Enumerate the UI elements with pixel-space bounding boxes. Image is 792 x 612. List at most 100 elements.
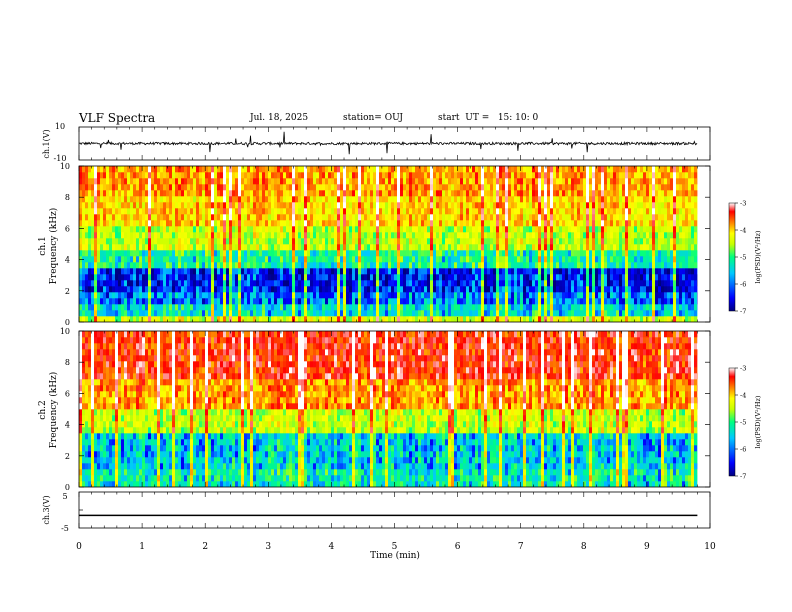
spectrogram-cell	[313, 274, 317, 281]
spectrogram-cell	[511, 196, 515, 203]
spectrogram-cell	[379, 274, 383, 281]
spectrogram-cell	[124, 262, 128, 269]
spectrogram-cell	[619, 244, 623, 251]
spectrogram-cell	[601, 208, 605, 215]
spectrogram-cell	[301, 262, 305, 269]
spectrogram-cell	[442, 244, 446, 251]
spectrogram-cell	[580, 256, 584, 263]
spectrogram-cell	[292, 268, 296, 275]
spectrogram-cell	[487, 220, 491, 227]
spectrogram-cell	[577, 310, 581, 317]
spectrogram-cell	[232, 214, 236, 221]
spectrogram-cell	[538, 292, 542, 299]
spectrogram-cell	[562, 208, 566, 215]
spectrogram-cell	[241, 316, 245, 322]
spectrogram-cell	[652, 196, 656, 203]
spectrogram-cell	[364, 166, 368, 173]
spectrogram-cell	[412, 178, 416, 185]
spectrogram-cell	[328, 244, 332, 251]
spectrogram-cell	[367, 220, 371, 227]
spectrogram-cell	[403, 292, 407, 299]
spectrogram-cell	[553, 304, 557, 311]
spectrogram-cell	[97, 214, 101, 221]
spectrogram-cell	[292, 220, 296, 227]
spectrogram-cell	[196, 196, 200, 203]
spectrogram-cell	[460, 226, 464, 233]
spectrogram-cell	[316, 280, 320, 287]
spectrogram-cell	[403, 184, 407, 191]
spectrogram-cell	[136, 178, 140, 185]
spectrogram-cell	[415, 292, 419, 299]
spectrogram-cell	[646, 178, 650, 185]
spectrogram-cell	[556, 220, 560, 227]
spectrogram-cell	[232, 256, 236, 263]
spectrogram-cell	[625, 292, 629, 299]
spectrogram-cell	[535, 244, 539, 251]
spectrogram-cell	[400, 256, 404, 263]
spectrogram-cell	[538, 202, 542, 209]
spectrogram-cell	[163, 178, 167, 185]
spectrogram-cell	[649, 298, 653, 305]
spectrogram-cell	[298, 190, 302, 197]
spectrogram-cell	[466, 292, 470, 299]
spectrogram-cell	[334, 274, 338, 281]
spectrogram-cell	[649, 202, 653, 209]
spectrogram-cell	[100, 262, 104, 269]
spectrogram-cell	[349, 178, 353, 185]
spectrogram-cell	[541, 178, 545, 185]
spectrogram-cell	[409, 286, 413, 293]
spectrogram-cell	[520, 292, 524, 299]
spectrogram-cell	[127, 184, 131, 191]
spectrogram-cell	[568, 196, 572, 203]
spectrogram-cell	[409, 220, 413, 227]
spectrogram-cell	[175, 298, 179, 305]
spectrogram-cell	[343, 298, 347, 305]
spectrogram-cell	[370, 196, 374, 203]
spectrogram-cell	[268, 280, 272, 287]
spectrogram-cell	[493, 286, 497, 293]
spectrogram-cell	[385, 316, 389, 322]
spectrogram-cell	[646, 208, 650, 215]
spectrogram-cell	[340, 214, 344, 221]
spectrogram-cell	[103, 220, 107, 227]
spectrogram-cell	[310, 196, 314, 203]
spectrogram-cell	[118, 292, 122, 299]
spectrogram-cell	[637, 280, 641, 287]
spectrogram-cell	[562, 184, 566, 191]
spectrogram-cell	[223, 268, 227, 275]
spectrogram-cell	[406, 316, 410, 322]
spectrogram-cell	[391, 280, 395, 287]
spectrogram-cell	[268, 298, 272, 305]
spectrogram-cell	[637, 250, 641, 257]
spectrogram-cell	[166, 298, 170, 305]
spectrogram-cell	[391, 304, 395, 311]
spectrogram-cell	[184, 208, 188, 215]
spectrogram-cell	[361, 268, 365, 275]
spectrogram-cell	[511, 202, 515, 209]
spectrogram-cell	[139, 316, 143, 322]
spectrogram-cell	[325, 172, 329, 179]
spectrogram-cell	[532, 166, 536, 173]
spectrogram-cell	[607, 298, 611, 305]
spectrogram-cell	[322, 244, 326, 251]
spectrogram-cell	[487, 196, 491, 203]
spectrogram-cell	[562, 214, 566, 221]
spectrogram-cell	[286, 316, 290, 322]
spectrogram-cell	[460, 214, 464, 221]
spectrogram-cell	[565, 178, 569, 185]
spectrogram-cell	[265, 220, 269, 227]
spectrogram-cell	[478, 262, 482, 269]
spectrogram-cell	[262, 286, 266, 293]
spectrogram-cell	[637, 268, 641, 275]
spectrogram-cell	[376, 190, 380, 197]
spectrogram-cell	[319, 310, 323, 317]
spectrogram-cell	[547, 220, 551, 227]
spectrogram-cell	[88, 202, 92, 209]
spectrogram-cell	[157, 172, 161, 179]
spectrogram-cell	[244, 286, 248, 293]
spectrogram-cell	[304, 190, 308, 197]
spectrogram-cell	[370, 310, 374, 317]
spectrogram-cell	[388, 286, 392, 293]
spectrogram-cell	[346, 196, 350, 203]
spectrogram-cell	[238, 232, 242, 239]
